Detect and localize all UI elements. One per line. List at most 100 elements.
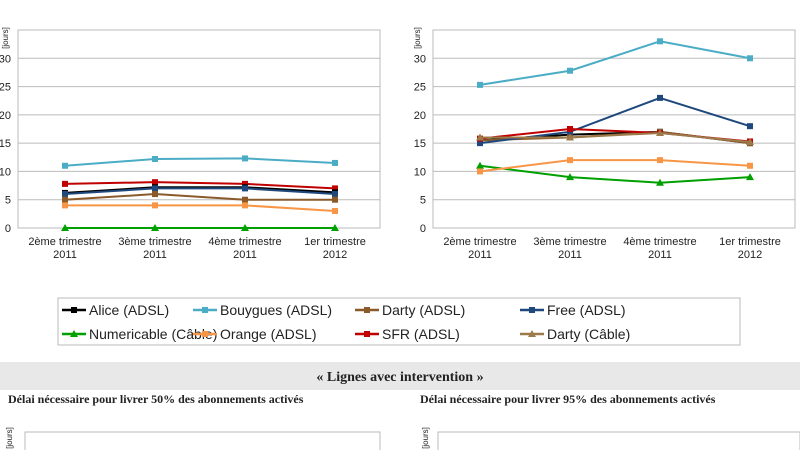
section-band bbox=[0, 362, 800, 390]
point bbox=[476, 161, 484, 169]
x-tick-label: 3ème trimestre bbox=[533, 236, 606, 248]
y-tick-label: 25 bbox=[414, 82, 426, 94]
y-tick-label: 0 bbox=[420, 223, 426, 235]
point bbox=[242, 180, 248, 187]
point bbox=[657, 157, 663, 164]
legend-label: Darty (Câble) bbox=[547, 326, 630, 342]
point bbox=[242, 155, 248, 162]
y-tick-label: 10 bbox=[0, 166, 11, 178]
point bbox=[61, 224, 69, 231]
x-tick-label: 2012 bbox=[323, 249, 347, 261]
series-line bbox=[480, 131, 751, 144]
point bbox=[528, 330, 536, 337]
point bbox=[656, 128, 664, 136]
point bbox=[567, 67, 573, 74]
point bbox=[202, 331, 208, 337]
series-line bbox=[64, 186, 336, 194]
point bbox=[241, 224, 249, 231]
point bbox=[332, 191, 338, 198]
x-tick-label: 2011 bbox=[648, 249, 672, 261]
x-tick-label: 2011 bbox=[233, 249, 257, 261]
point bbox=[364, 331, 370, 337]
legend-label: Alice (ADSL) bbox=[89, 302, 169, 318]
point bbox=[332, 159, 338, 166]
point bbox=[477, 81, 483, 88]
point bbox=[62, 191, 68, 198]
point bbox=[656, 178, 664, 186]
point bbox=[62, 162, 68, 169]
legend-label: SFR (ADSL) bbox=[382, 326, 460, 342]
plot-frame bbox=[437, 431, 800, 455]
point bbox=[529, 307, 535, 313]
y-axis-label: [jours] bbox=[5, 427, 14, 449]
point bbox=[152, 185, 158, 192]
legend bbox=[57, 297, 741, 346]
point bbox=[62, 202, 68, 209]
series-line bbox=[64, 187, 336, 196]
y-axis-label: [jours] bbox=[413, 27, 422, 49]
x-tick-label: 3ème trimestre bbox=[118, 236, 191, 248]
point bbox=[747, 55, 753, 62]
point bbox=[332, 208, 338, 215]
y-tick-label: 30 bbox=[414, 53, 426, 65]
y-tick-label: 0 bbox=[5, 223, 11, 235]
point bbox=[332, 185, 338, 192]
series-line bbox=[479, 164, 751, 184]
legend-label: Free (ADSL) bbox=[547, 302, 626, 318]
point bbox=[242, 185, 248, 192]
section-title: « Lignes avec intervention » bbox=[316, 370, 483, 385]
point bbox=[332, 196, 338, 203]
x-tick-label: 1er trimestre bbox=[304, 236, 366, 248]
panel-title: Délai nécessaire pour livrer 50% des abo… bbox=[8, 392, 304, 406]
point bbox=[364, 307, 370, 313]
x-tick-label: 2011 bbox=[468, 249, 492, 261]
x-tick-label: 2ème trimestre bbox=[443, 236, 516, 248]
y-tick-label: 20 bbox=[414, 110, 426, 122]
point bbox=[70, 330, 78, 337]
point bbox=[476, 133, 484, 141]
point bbox=[566, 173, 574, 181]
point bbox=[62, 196, 68, 203]
point bbox=[746, 138, 754, 146]
point bbox=[477, 168, 483, 175]
x-tick-label: 4ème trimestre bbox=[208, 236, 281, 248]
plot-frame bbox=[24, 431, 381, 455]
legend-label: Bouygues (ADSL) bbox=[220, 302, 332, 318]
point bbox=[152, 155, 158, 162]
x-tick-label: 2011 bbox=[53, 249, 77, 261]
point bbox=[71, 307, 77, 313]
point bbox=[477, 140, 483, 147]
point bbox=[566, 133, 574, 141]
point bbox=[331, 224, 339, 231]
point bbox=[62, 180, 68, 187]
legend-label: Darty (ADSL) bbox=[382, 302, 465, 318]
panel-title: Délai nécessaire pour livrer 95% des abo… bbox=[420, 392, 716, 406]
x-tick-label: 2012 bbox=[738, 249, 762, 261]
series-line bbox=[479, 96, 751, 145]
point bbox=[151, 224, 159, 231]
point bbox=[657, 38, 663, 45]
point bbox=[747, 162, 753, 169]
x-tick-label: 2011 bbox=[143, 249, 167, 261]
y-tick-label: 10 bbox=[414, 166, 426, 178]
y-tick-label: 15 bbox=[414, 138, 426, 150]
series-line bbox=[479, 159, 751, 173]
series-line bbox=[64, 181, 336, 190]
point bbox=[242, 196, 248, 203]
plot-frame bbox=[432, 29, 796, 229]
series-line bbox=[479, 40, 751, 86]
point bbox=[746, 173, 754, 181]
point bbox=[152, 191, 158, 198]
point bbox=[152, 202, 158, 209]
y-tick-label: 15 bbox=[0, 138, 11, 150]
point bbox=[567, 157, 573, 164]
x-tick-label: 2011 bbox=[558, 249, 582, 261]
y-tick-label: 5 bbox=[5, 195, 11, 207]
series-line bbox=[65, 204, 336, 213]
y-tick-label: 25 bbox=[0, 82, 11, 94]
legend-label: Orange (ADSL) bbox=[220, 326, 316, 342]
point bbox=[202, 307, 208, 313]
point bbox=[152, 179, 158, 186]
x-tick-label: 4ème trimestre bbox=[623, 236, 696, 248]
